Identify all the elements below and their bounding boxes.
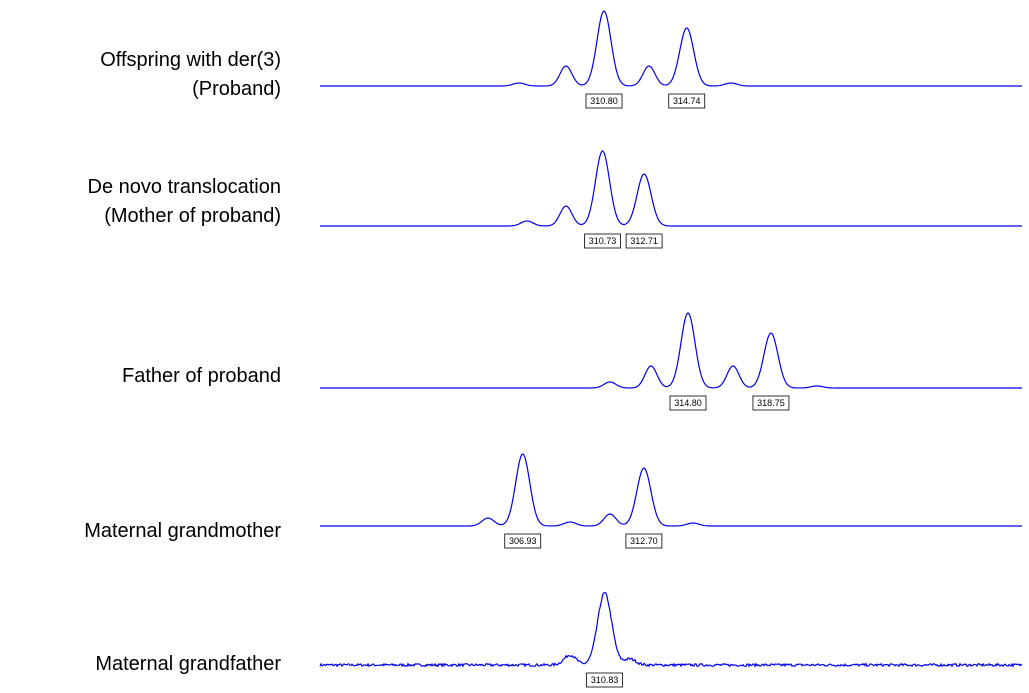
trace bbox=[320, 10, 1022, 87]
peak-label: 310.83 bbox=[591, 675, 619, 685]
peak-label-box bbox=[669, 395, 707, 411]
row-label: Maternal grandfather bbox=[95, 653, 281, 675]
peak-label-box bbox=[585, 93, 623, 109]
peak-label: 310.80 bbox=[590, 96, 618, 106]
peak-label-box bbox=[584, 233, 621, 249]
row-label: (Proband) bbox=[192, 78, 281, 100]
peak-label: 314.80 bbox=[674, 398, 702, 408]
row-label: Offspring with der(3) bbox=[100, 49, 281, 71]
peak-label-box bbox=[625, 233, 663, 249]
peak-label-box bbox=[625, 533, 663, 549]
trace bbox=[320, 312, 1022, 389]
peak-label: 312.70 bbox=[630, 536, 658, 546]
peak-label-box bbox=[504, 533, 542, 549]
peak-label: 306.93 bbox=[509, 536, 537, 546]
peak-label-box bbox=[668, 93, 706, 109]
row-label: (Mother of proband) bbox=[104, 205, 281, 227]
peak-label-box bbox=[586, 672, 624, 688]
trace bbox=[320, 453, 1022, 527]
trace bbox=[319, 591, 1023, 668]
peak-label: 318.75 bbox=[757, 398, 785, 408]
trace bbox=[320, 150, 1022, 227]
peak-label: 314.74 bbox=[673, 96, 701, 106]
row-label: De novo translocation bbox=[88, 176, 281, 198]
row-label: Maternal grandmother bbox=[84, 520, 281, 542]
peak-label: 312.71 bbox=[630, 236, 658, 246]
row-label: Father of proband bbox=[122, 365, 281, 387]
peak-label-box bbox=[752, 395, 790, 411]
peak-label: 310.73 bbox=[589, 236, 617, 246]
